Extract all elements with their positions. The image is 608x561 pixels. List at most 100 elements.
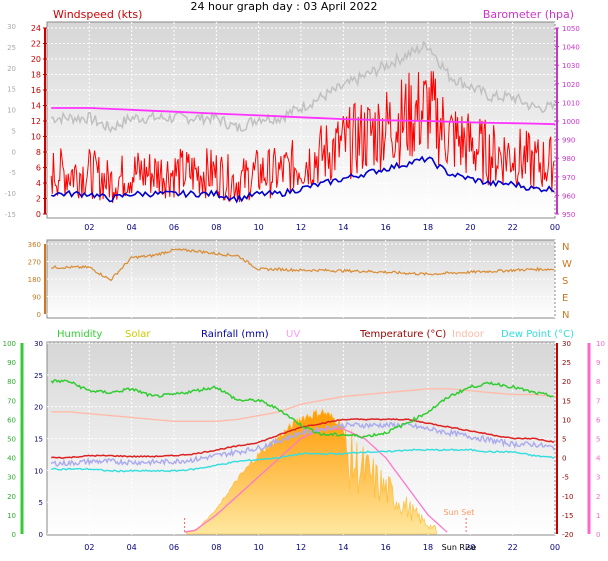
temperature-x-tick-label: 04	[127, 543, 137, 552]
barometer-axis-title: Barometer (hpa)	[483, 8, 574, 21]
temperature-tick-label: -20	[562, 531, 573, 539]
temperature-x-tick-label: 20	[465, 543, 475, 552]
rainfall-tick-label: 10	[34, 467, 43, 475]
humidity-tick-label: 0	[12, 531, 16, 539]
legend-entry: Indoor	[452, 329, 485, 340]
humidity-tick-label: 80	[7, 378, 16, 386]
wind-x-tick-label: 20	[465, 223, 475, 232]
uv-tick-label: 6	[596, 416, 601, 424]
wind-direction-line	[50, 248, 555, 282]
wind-x-tick-label: 22	[508, 223, 518, 232]
wind-axes: 242220181614121086420302520151050-5-10-1…	[5, 23, 580, 219]
uv-tick-label: 9	[596, 359, 600, 367]
legend-entry: Temperature (°C)	[359, 329, 446, 340]
temperature-x-tick-label: 08	[211, 543, 221, 552]
compass-letter: W	[562, 259, 572, 270]
barometer-tick-label: 1000	[562, 118, 580, 126]
rainfall-tick-label: 20	[34, 404, 43, 412]
temperature-tick-label: -15	[562, 512, 573, 520]
barometer-tick-label: 1040	[562, 44, 580, 52]
barometer-tick-label: 950	[562, 211, 575, 219]
temperature-x-ticks: 02 04 06 08 10 12 14 16 18 20 22 00	[84, 543, 560, 552]
uv-tick-label: 2	[596, 493, 600, 501]
wind-x-tick-label: 18	[423, 223, 433, 232]
solar-area	[186, 408, 437, 535]
rainfall-tick-label: 30	[34, 340, 43, 348]
wind-x-tick-label: 12	[296, 223, 306, 232]
uv-tick-label: 7	[596, 397, 600, 405]
humidity-tick-label: 10	[7, 512, 16, 520]
barometer-tick-label: 1020	[562, 81, 580, 89]
temperature-tick-label: -5	[562, 474, 569, 482]
apparent-temperature-line	[50, 421, 555, 467]
uv-tick-label: 5	[596, 436, 600, 444]
average-windspeed-line	[51, 155, 555, 204]
wind-x-tick-label: 08	[211, 223, 221, 232]
temperature-x-tick-label: 10	[254, 543, 264, 552]
temperature-x-tick-label: 12	[296, 543, 306, 552]
legend-entry: Humidity	[57, 329, 102, 340]
legend-entry: Dew Point (°C)	[501, 329, 574, 340]
outer-left-tick-label: 0	[12, 148, 16, 156]
sun-rise-label: Sun Rise	[442, 543, 477, 552]
uv-tick-label: 10	[596, 340, 605, 348]
barometer-tick-label: 960	[562, 192, 575, 200]
graph-title: 24 hour graph day : 03 April 2022	[191, 0, 378, 13]
windspeed-tick-label: 12	[31, 117, 41, 126]
wind-x-tick-label: 14	[338, 223, 348, 232]
windspeed-tick-label: 20	[31, 55, 41, 64]
temperature-tick-label: 0	[562, 455, 566, 463]
windspeed-tick-label: 6	[36, 164, 41, 173]
sun-set-label: Sun Set	[444, 508, 475, 517]
barometer-line	[51, 107, 556, 126]
outer-left-tick-label: -10	[5, 190, 16, 198]
windspeed-tick-label: 16	[31, 86, 41, 95]
temperature-tick-label: 15	[562, 397, 571, 405]
compass-letter: E	[562, 293, 568, 304]
direction-series	[50, 248, 555, 282]
humidity-tick-label: 90	[7, 359, 16, 367]
temperature-x-tick-label: 06	[169, 543, 179, 552]
windspeed-tick-label: 14	[31, 102, 41, 111]
temperature-tick-label: 20	[562, 378, 571, 386]
temperature-tick-label: 5	[562, 436, 566, 444]
rainfall-tick-label: 15	[34, 436, 43, 444]
compass-letter: S	[562, 276, 568, 287]
uv-tick-label: 0	[596, 531, 600, 539]
direction-gridlines	[47, 240, 556, 318]
outer-left-tick-label: 10	[7, 107, 16, 115]
temperature-x-tick-label: 16	[381, 543, 391, 552]
temperature-axes: 1009080706050403020100302520151050302520…	[3, 340, 605, 539]
temperature-x-tick-label: 22	[508, 543, 518, 552]
uv-tick-label: 4	[596, 455, 601, 463]
direction-tick-label: 360	[28, 241, 41, 249]
compass-letter: N	[562, 310, 569, 321]
temperature-tick-label: 30	[562, 340, 571, 348]
outer-left-tick-label: 25	[7, 44, 16, 52]
uv-tick-label: 3	[596, 474, 600, 482]
temperature-x-tick-label: 14	[338, 543, 348, 552]
uv-tick-label: 8	[596, 378, 600, 386]
direction-tick-label: 270	[28, 259, 41, 267]
rainfall-tick-label: 25	[34, 372, 43, 380]
temperature-tick-label: -10	[562, 493, 573, 501]
outer-left-tick-label: 30	[7, 23, 16, 31]
wind-x-tick-label: 00	[550, 223, 560, 232]
wind-gust-line	[50, 40, 555, 134]
outer-left-tick-label: 20	[7, 65, 16, 73]
outer-left-tick-label: 15	[7, 86, 16, 94]
windspeed-tick-label: 2	[36, 195, 41, 204]
windspeed-tick-label: 4	[36, 179, 41, 188]
barometer-tick-label: 1050	[562, 25, 580, 33]
direction-tick-label: 90	[32, 294, 41, 302]
legend-entry: Rainfall (mm)	[201, 329, 269, 340]
windspeed-tick-label: 24	[31, 24, 41, 33]
rainfall-tick-label: 0	[39, 531, 43, 539]
dewpoint-line	[50, 448, 555, 473]
wind-x-tick-label: 04	[127, 223, 137, 232]
wind-x-ticks: 02 04 06 08 10 12 14 16 18 20 22 00	[84, 223, 560, 232]
barometer-tick-label: 990	[562, 137, 575, 145]
humidity-tick-label: 60	[7, 416, 16, 424]
